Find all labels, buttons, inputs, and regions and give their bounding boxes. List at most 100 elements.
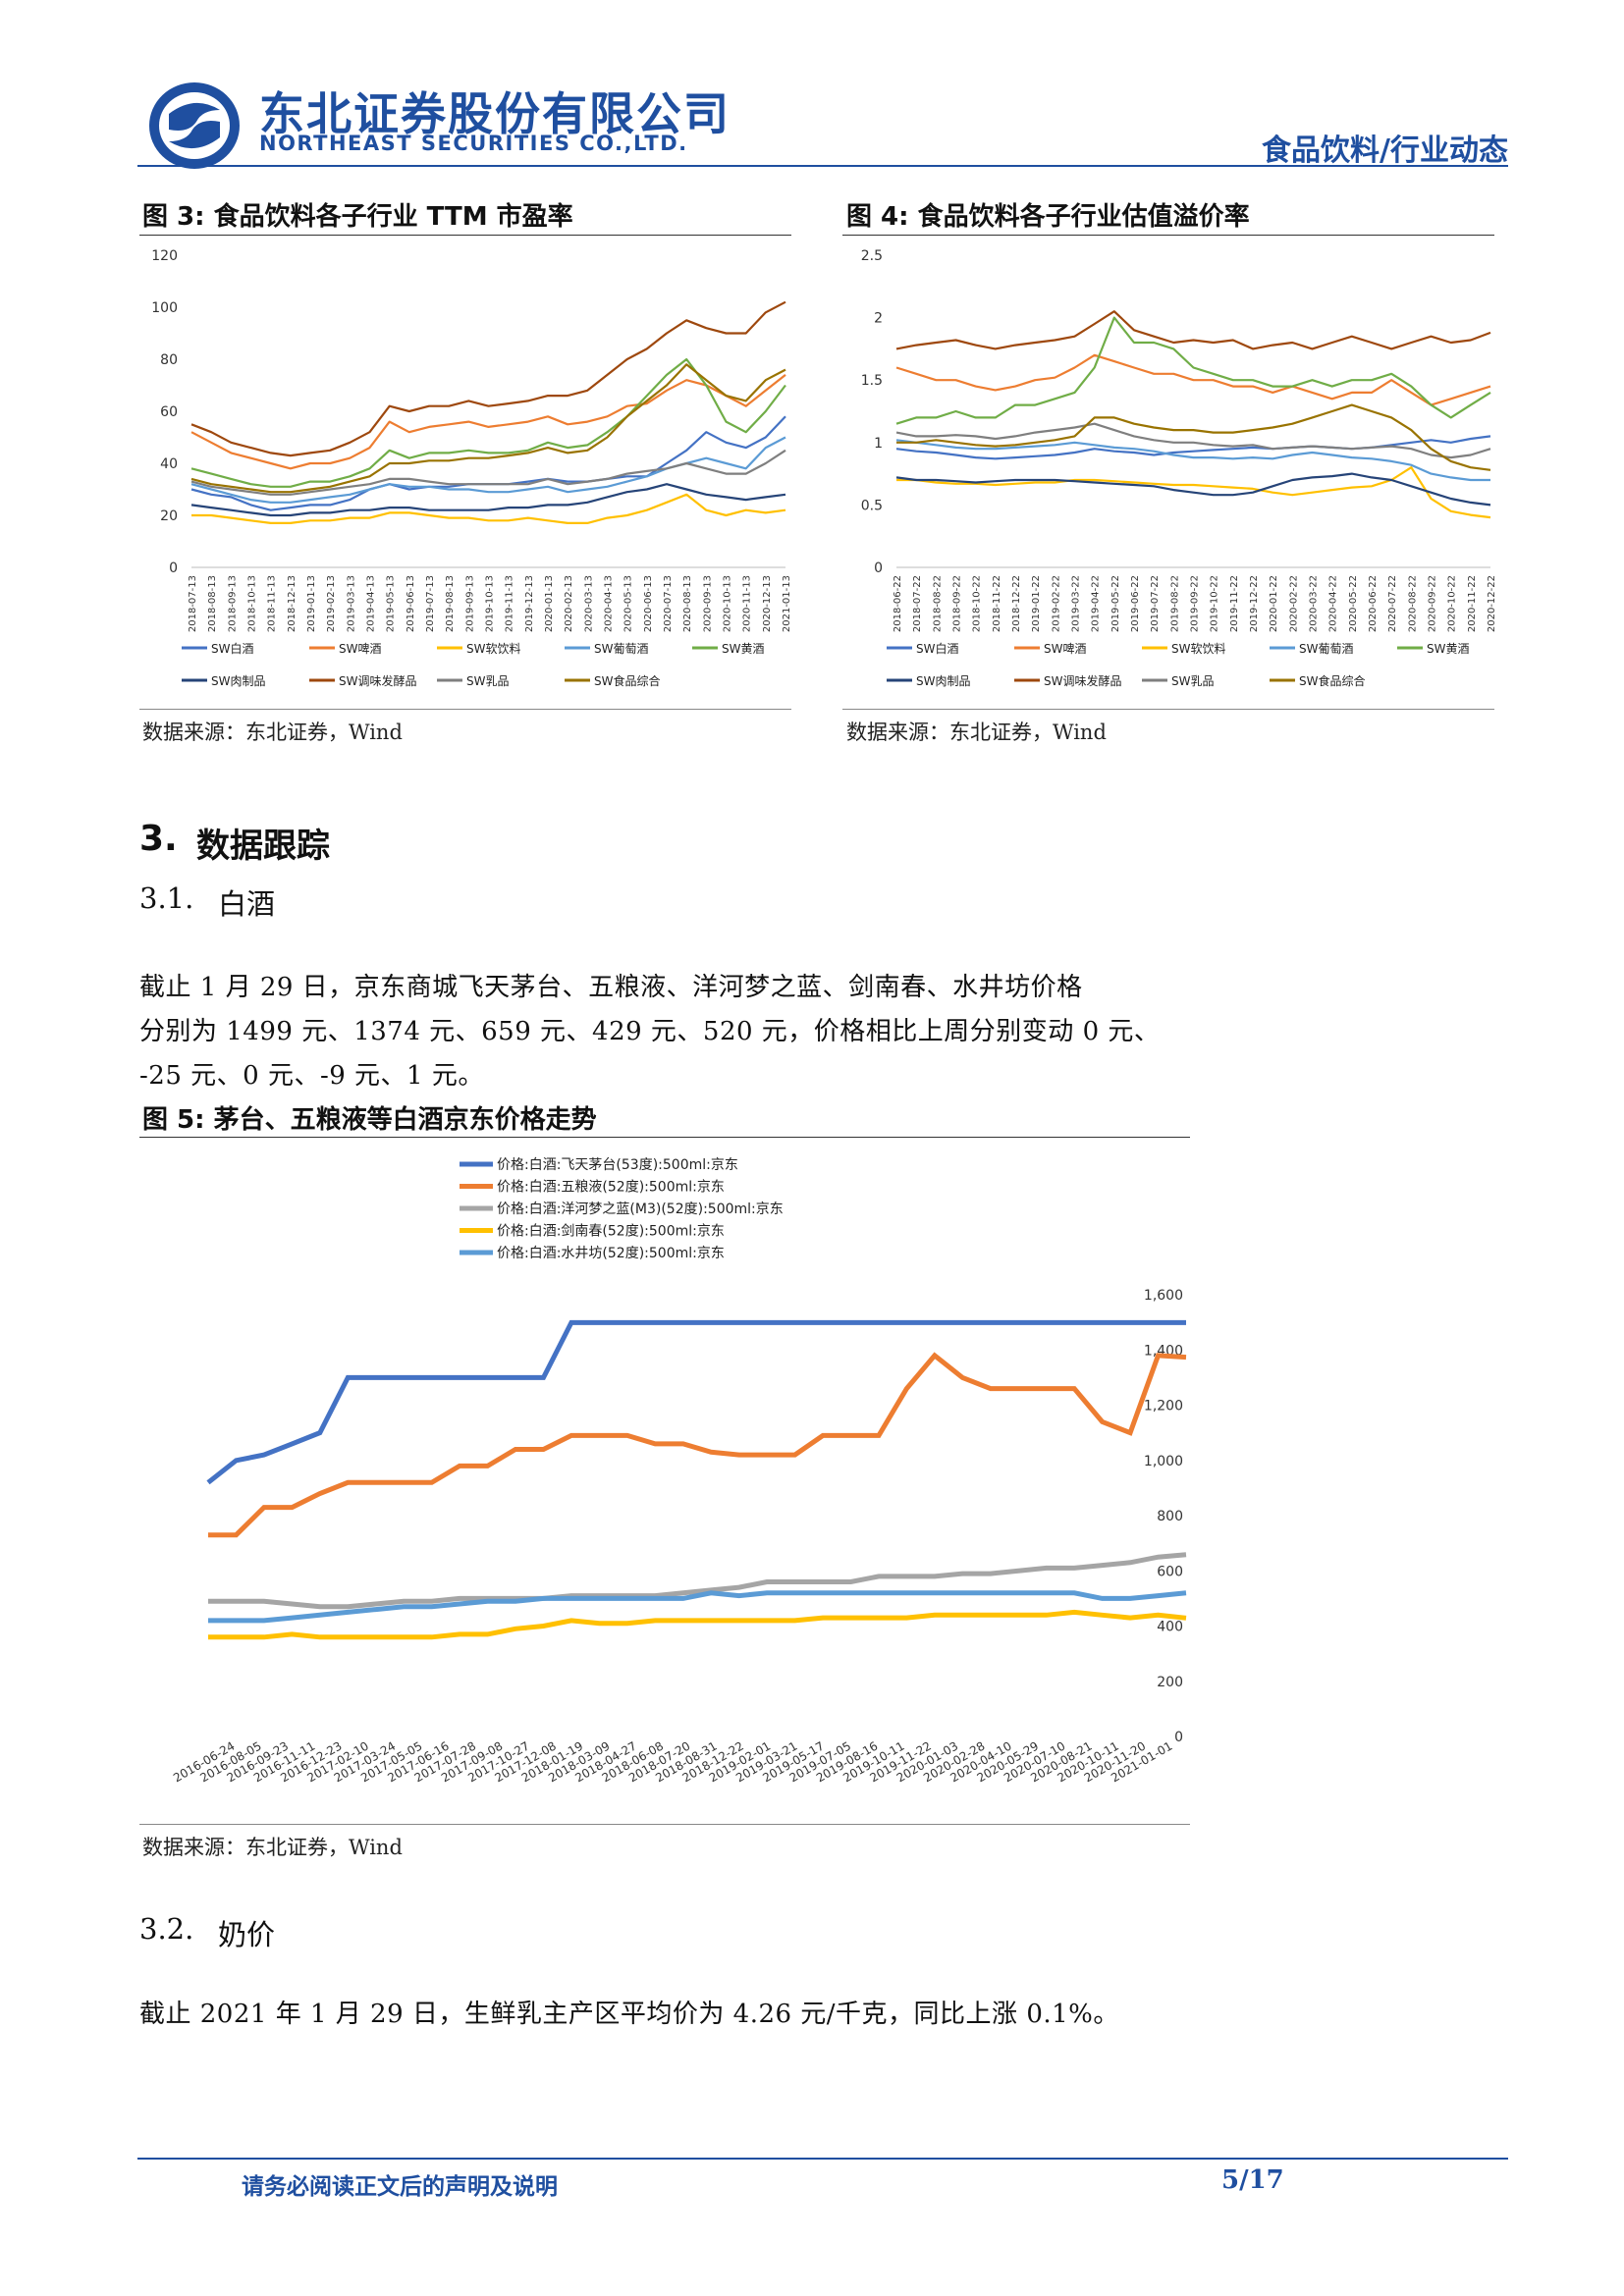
x-tick-label: 2018-11-22: [992, 575, 1002, 632]
x-tick-label: 2018-06-22: [893, 575, 903, 632]
x-tick-label: 2020-05-13: [623, 575, 634, 632]
legend-label: SW食品综合: [1299, 673, 1365, 688]
legend-label: SW肉制品: [916, 674, 970, 688]
legend-label: SW调味发酵品: [339, 673, 416, 688]
series-line-6: [895, 472, 1491, 507]
y-tick-label: 1.5: [861, 373, 883, 389]
x-tick-label: 2019-07-13: [425, 575, 436, 632]
fig3-source: 数据来源：东北证券，Wind: [142, 721, 403, 744]
fig3-chart: 0 20 40 60 80 100 120 2018-07-13 2018-08-13 2018-…: [151, 248, 792, 688]
x-tick-label: 2019-04-13: [366, 575, 377, 632]
y-tick-label: 2: [874, 311, 883, 327]
paragraph-milk-price: 截止 2021 年 1 月 29 日，生鲜乳主产区平均价为 4.26 元/千克，…: [139, 2000, 1119, 2029]
fig5-title-rule: [139, 1137, 1190, 1138]
x-tick-label: 2020-07-13: [663, 575, 674, 632]
x-tick-label: 2018-12-13: [287, 575, 298, 632]
x-tick-label: 2019-01-22: [1031, 575, 1042, 632]
x-tick-label: 2020-12-13: [762, 575, 773, 632]
x-tick-label: 2019-05-13: [386, 575, 397, 632]
y-tick-label: 600: [1157, 1564, 1183, 1579]
legend-label: SW乳品: [1171, 674, 1214, 688]
x-tick-label: 2019-12-13: [524, 575, 535, 632]
x-tick-label: 2020-08-22: [1407, 575, 1418, 632]
x-tick-label: 2018-07-13: [188, 575, 198, 632]
legend-label: SW肉制品: [211, 674, 265, 688]
series-line-2: [208, 1352, 1187, 1538]
x-tick-label: 2020-12-22: [1487, 575, 1497, 632]
legend-label: 价格:白酒:飞天茅台(53度):500ml:京东: [497, 1157, 738, 1173]
fig5-chart: 价格:白酒:飞天茅台(53度):500ml:京东价格:白酒:五粮液(52度):5…: [171, 1157, 1187, 1785]
footer-rule: [137, 2158, 1508, 2160]
fig5-title: 图 5: 茅台、五粮液等白酒京东价格走势: [142, 1105, 597, 1135]
subsection-3-2-title: 奶价: [218, 1918, 276, 1951]
legend-label: SW葡萄酒: [594, 642, 648, 656]
subsection-3-1-number: 3.1.: [139, 881, 194, 915]
legend-label: SW食品综合: [594, 673, 660, 688]
legend-label: SW软饮料: [466, 642, 520, 656]
x-tick-label: 2019-05-22: [1110, 575, 1121, 632]
series-line-3: [208, 1552, 1187, 1610]
subsection-3-1-title: 白酒: [218, 887, 276, 921]
series-line-1: [206, 1319, 1186, 1485]
company-name-en: NORTHEAST SECURITIES CO.,LTD.: [259, 132, 688, 155]
x-tick-label: 2019-04-22: [1091, 575, 1102, 632]
series-line-8: [190, 449, 786, 496]
x-tick-label: 2018-09-22: [952, 575, 963, 632]
series-line-7: [190, 300, 786, 457]
x-tick-label: 2019-10-13: [485, 575, 496, 632]
x-tick-label: 2020-04-22: [1328, 575, 1339, 632]
legend-label: SW葡萄酒: [1299, 642, 1353, 656]
fig5-source: 数据来源：东北证券，Wind: [142, 1836, 403, 1859]
header-rule: [137, 165, 1508, 167]
x-tick-label: 2019-10-22: [1210, 575, 1220, 632]
report-category: 食品饮料/行业动态: [1262, 133, 1508, 168]
series-line-7: [895, 310, 1491, 350]
x-tick-label: 2019-07-22: [1150, 575, 1161, 632]
page-number: 5/17: [1221, 2165, 1284, 2195]
series-line-4: [895, 439, 1490, 482]
y-tick-label: 0.5: [861, 498, 883, 513]
y-tick-label: 0: [1174, 1730, 1183, 1745]
company-name-cn: 东北证券股份有限公司: [259, 87, 731, 140]
series-line-5: [208, 1590, 1187, 1624]
x-tick-label: 2020-09-22: [1428, 575, 1438, 632]
x-tick-label: 2020-06-22: [1368, 575, 1379, 632]
x-tick-label: 2018-08-13: [207, 575, 218, 632]
x-tick-label: 2020-02-13: [564, 575, 574, 632]
legend-label: SW啤酒: [1044, 641, 1086, 656]
fig4-source: 数据来源：东北证券，Wind: [846, 721, 1107, 744]
x-tick-label: 2020-10-22: [1447, 575, 1458, 632]
x-tick-label: 2020-01-22: [1269, 575, 1279, 632]
paragraph-baijiu-line2: 分别为 1499 元、1374 元、659 元、429 元、520 元，价格相比…: [139, 1017, 1161, 1046]
y-tick-label: 60: [160, 404, 178, 420]
y-tick-label: 1,600: [1144, 1288, 1183, 1304]
x-tick-label: 2020-05-22: [1348, 575, 1359, 632]
company-logo: [147, 80, 242, 171]
footer-disclaimer: 请务必阅读正文后的声明及说明: [242, 2174, 558, 2200]
legend-label: SW黄酒: [1427, 642, 1469, 656]
series-line-2: [190, 374, 786, 470]
x-tick-label: 2020-06-13: [643, 575, 654, 632]
x-tick-label: 2020-07-22: [1387, 575, 1398, 632]
y-tick-label: 40: [160, 456, 178, 472]
x-tick-label: 2019-03-13: [346, 575, 356, 632]
x-tick-label: 2020-03-13: [583, 575, 594, 632]
x-tick-label: 2019-03-22: [1071, 575, 1082, 632]
series-line-9: [896, 403, 1491, 471]
series-line-1: [895, 435, 1491, 460]
x-tick-label: 2018-08-22: [932, 575, 943, 632]
series-line-9: [190, 363, 786, 494]
paragraph-baijiu-line3: -25 元、0 元、-9 元、1 元。: [139, 1061, 484, 1091]
series-line-1: [190, 415, 786, 511]
x-tick-label: 2019-01-13: [306, 575, 317, 632]
series-line-3: [191, 493, 786, 524]
legend-label: 价格:白酒:洋河梦之蓝(M3)(52度):500ml:京东: [497, 1201, 784, 1217]
x-tick-label: 2018-07-22: [912, 575, 923, 632]
x-tick-label: 2018-10-22: [972, 575, 983, 632]
legend-label: SW软饮料: [1171, 642, 1225, 656]
series-line-8: [895, 422, 1491, 459]
fig3-title-rule: [139, 235, 791, 236]
legend-label: SW调味发酵品: [1044, 673, 1121, 688]
x-tick-label: 2021-01-13: [782, 575, 792, 632]
fig4-title: 图 4: 食品饮料各子行业估值溢价率: [846, 202, 1250, 232]
